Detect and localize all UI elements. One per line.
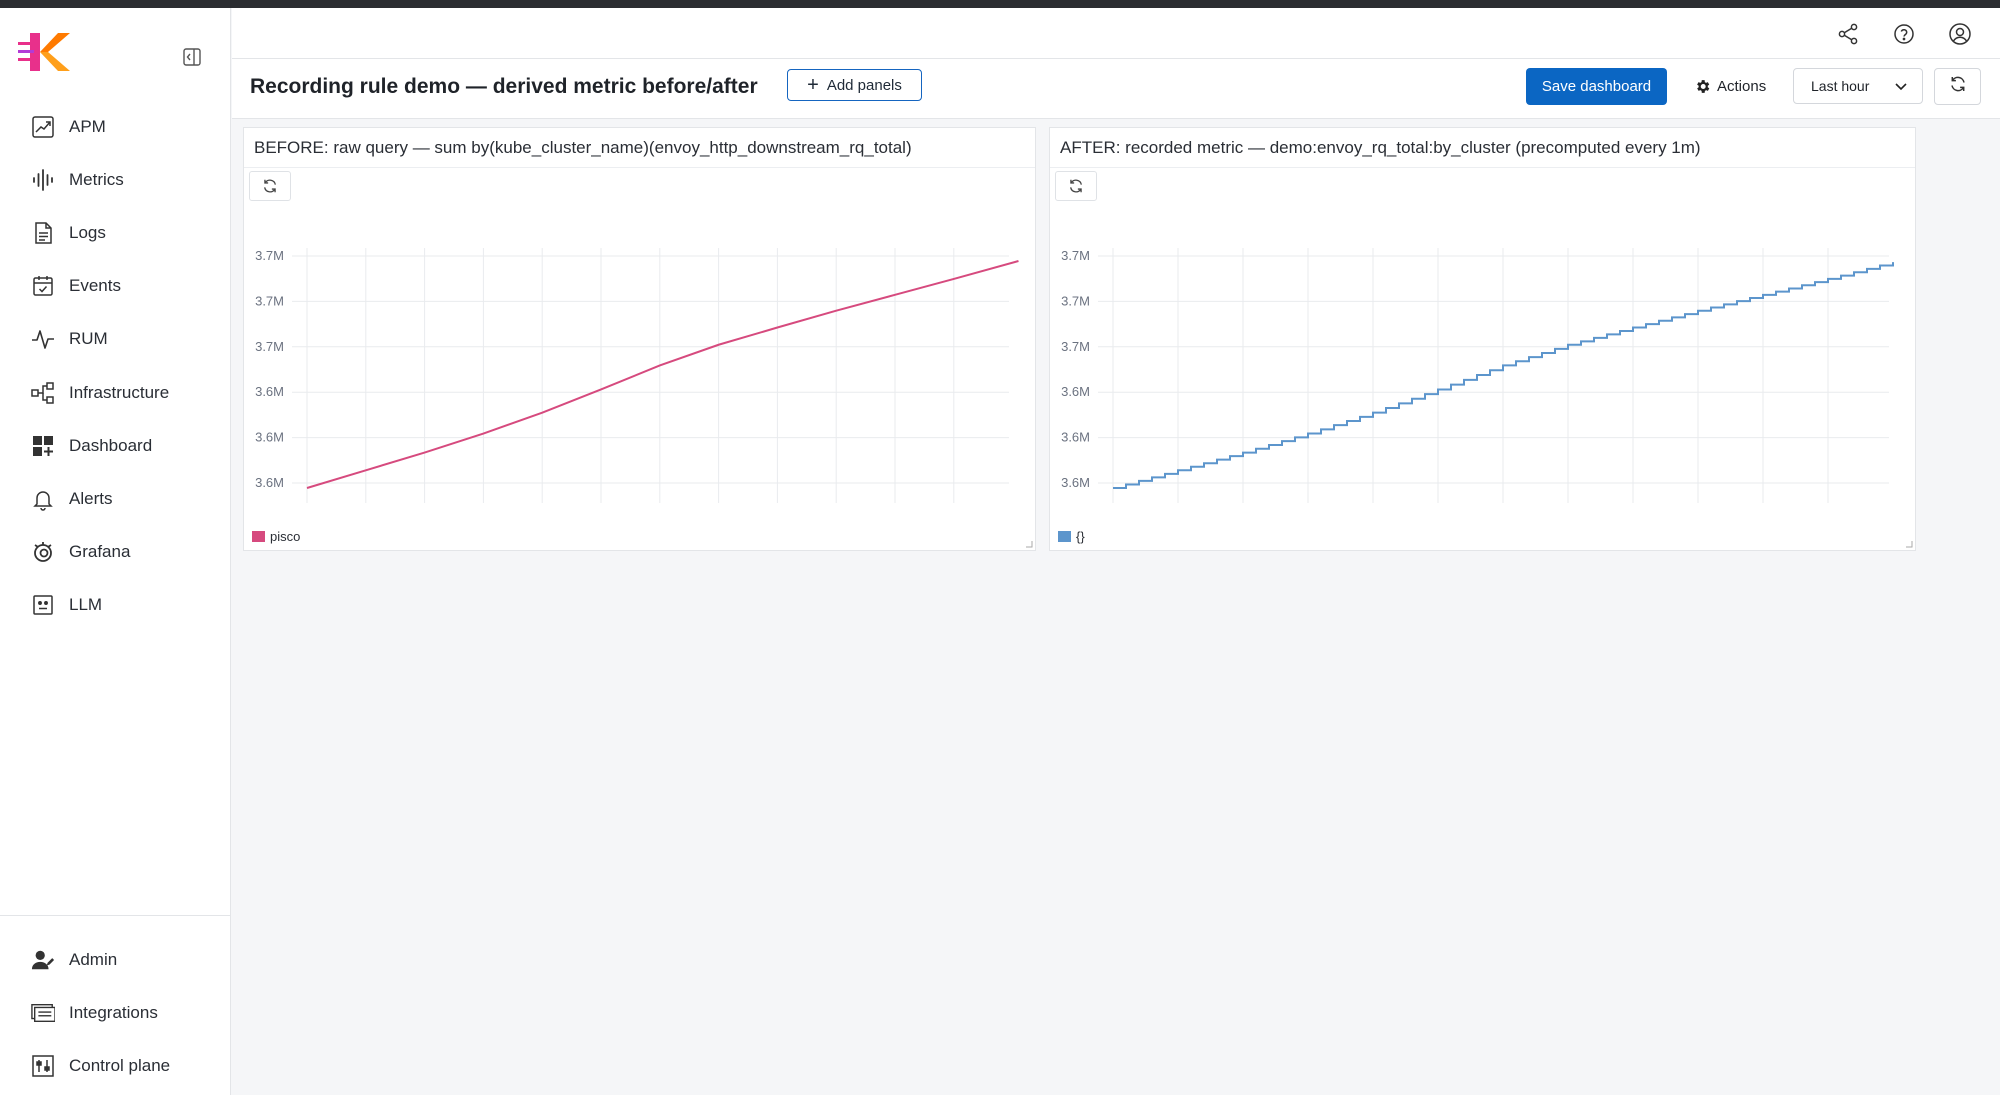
refresh-icon (1949, 75, 1967, 98)
line-chart: 3.6M3.6M3.6M3.7M3.7M3.7M15:1015:1515:201… (1061, 248, 1894, 503)
share-icon[interactable] (1835, 21, 1861, 47)
save-dashboard-button[interactable]: Save dashboard (1526, 68, 1667, 105)
rum-pulse-icon (31, 327, 55, 351)
control-plane-icon (31, 1054, 55, 1078)
actions-label: Actions (1717, 78, 1767, 95)
resize-handle-icon[interactable] (1025, 540, 1033, 548)
app-logo[interactable] (18, 30, 70, 74)
panel-title: AFTER: recorded metric — demo:envoy_rq_t… (1050, 128, 1915, 168)
sidebar-item-admin[interactable]: Admin (0, 933, 230, 986)
sidebar-item-apm[interactable]: APM (0, 100, 230, 153)
time-range-value: Last hour (1811, 78, 1870, 94)
sidebar-item-rum[interactable]: RUM (0, 313, 230, 366)
app-header (232, 8, 2000, 59)
y-tick-label: 3.7M (1061, 293, 1090, 308)
add-panels-button[interactable]: + Add panels (787, 69, 922, 101)
gear-icon (1694, 78, 1711, 95)
line-chart: 3.6M3.6M3.6M3.7M3.7M3.7M15:1015:1515:201… (255, 248, 1019, 503)
y-tick-label: 3.7M (255, 339, 284, 354)
sidebar-divider (0, 915, 230, 916)
panel-refresh-button[interactable] (249, 171, 291, 201)
sidebar-item-label: RUM (69, 329, 108, 349)
integrations-icon (31, 1001, 55, 1025)
bell-icon (31, 487, 55, 511)
infrastructure-nodes-icon (31, 381, 55, 405)
refresh-icon (264, 179, 276, 193)
series-line (1113, 262, 1894, 489)
sidebar-item-label: Grafana (69, 542, 131, 562)
sidebar-item-grafana[interactable]: Grafana (0, 526, 230, 579)
y-tick-label: 3.6M (1061, 384, 1090, 399)
resize-handle-icon[interactable] (1905, 540, 1913, 548)
sidebar-item-label: Admin (69, 949, 118, 969)
user-account-icon[interactable] (1947, 21, 1973, 47)
sidebar-item-events[interactable]: Events (0, 260, 230, 313)
dashboard-grid-icon (31, 434, 55, 458)
panel-refresh-button[interactable] (1055, 171, 1097, 201)
collapse-sidebar-icon[interactable] (181, 46, 203, 68)
sidebar-item-infrastructure[interactable]: Infrastructure (0, 366, 230, 419)
y-tick-label: 3.6M (1061, 430, 1090, 445)
y-tick-label: 3.6M (255, 384, 284, 399)
sidebar-item-llm[interactable]: LLM (0, 579, 230, 632)
logs-document-icon (31, 221, 55, 245)
y-tick-label: 3.7M (255, 248, 284, 263)
sidebar-item-integrations[interactable]: Integrations (0, 986, 230, 1039)
sidebar-item-label: LLM (69, 595, 103, 615)
help-icon[interactable] (1891, 21, 1917, 47)
sidebar-item-dashboard[interactable]: Dashboard (0, 419, 230, 472)
sidebar-item-label: Alerts (69, 488, 113, 508)
sidebar-item-label: Integrations (69, 1002, 158, 1022)
sidebar-item-label: Control plane (69, 1055, 171, 1075)
y-tick-label: 3.6M (255, 430, 284, 445)
refresh-icon (1070, 179, 1082, 193)
window-top-strip (0, 0, 2000, 8)
legend-label: pisco (270, 529, 301, 544)
legend-swatch (252, 531, 265, 542)
legend-item[interactable]: {} (1058, 529, 1085, 544)
sidebar-item-label: Logs (69, 222, 106, 242)
refresh-dashboard-button[interactable] (1934, 68, 1981, 105)
sidebar-item-logs[interactable]: Logs (0, 206, 230, 259)
y-tick-label: 3.7M (1061, 248, 1090, 263)
admin-user-icon (31, 948, 55, 972)
page-title: Recording rule demo — derived metric bef… (250, 75, 758, 98)
panel-title: BEFORE: raw query — sum by(kube_cluster_… (244, 128, 1035, 168)
y-tick-label: 3.7M (255, 293, 284, 308)
y-tick-label: 3.6M (1061, 475, 1090, 490)
sidebar-item-control-plane[interactable]: Control plane (0, 1039, 230, 1092)
y-tick-label: 3.7M (1061, 339, 1090, 354)
actions-button[interactable]: Actions (1694, 68, 1766, 105)
chart-panel-after: AFTER: recorded metric — demo:envoy_rq_t… (1049, 127, 1916, 551)
sidebar-item-alerts[interactable]: Alerts (0, 472, 230, 525)
add-panels-label: Add panels (826, 76, 902, 94)
sidebar-item-label: Events (69, 276, 121, 296)
sidebar: APM Metrics Logs Events RUM (0, 8, 231, 1095)
sidebar-item-label: Infrastructure (69, 382, 170, 402)
chevron-down-icon (1894, 79, 1908, 96)
sidebar-item-label: APM (69, 116, 106, 136)
sidebar-item-label: Dashboard (69, 435, 153, 455)
chart-panel-before: BEFORE: raw query — sum by(kube_cluster_… (243, 127, 1036, 551)
apm-chart-icon (31, 115, 55, 139)
sidebar-bottom-nav: Admin Integrations Control plane (0, 933, 230, 1093)
legend-label: {} (1076, 529, 1085, 544)
grafana-icon (31, 540, 55, 564)
sidebar-nav: APM Metrics Logs Events RUM (0, 100, 230, 632)
sidebar-item-label: Metrics (69, 169, 124, 189)
legend-item[interactable]: pisco (252, 529, 300, 544)
events-calendar-icon (31, 274, 55, 298)
metrics-bars-icon (31, 168, 55, 192)
y-tick-label: 3.6M (255, 475, 284, 490)
legend-swatch (1058, 531, 1071, 542)
dashboard-toolbar: Recording rule demo — derived metric bef… (232, 59, 2000, 119)
series-line (306, 260, 1019, 489)
plus-icon: + (807, 74, 819, 96)
time-range-select[interactable]: Last hour (1793, 68, 1923, 104)
sidebar-item-metrics[interactable]: Metrics (0, 153, 230, 206)
llm-robot-icon (31, 593, 55, 617)
